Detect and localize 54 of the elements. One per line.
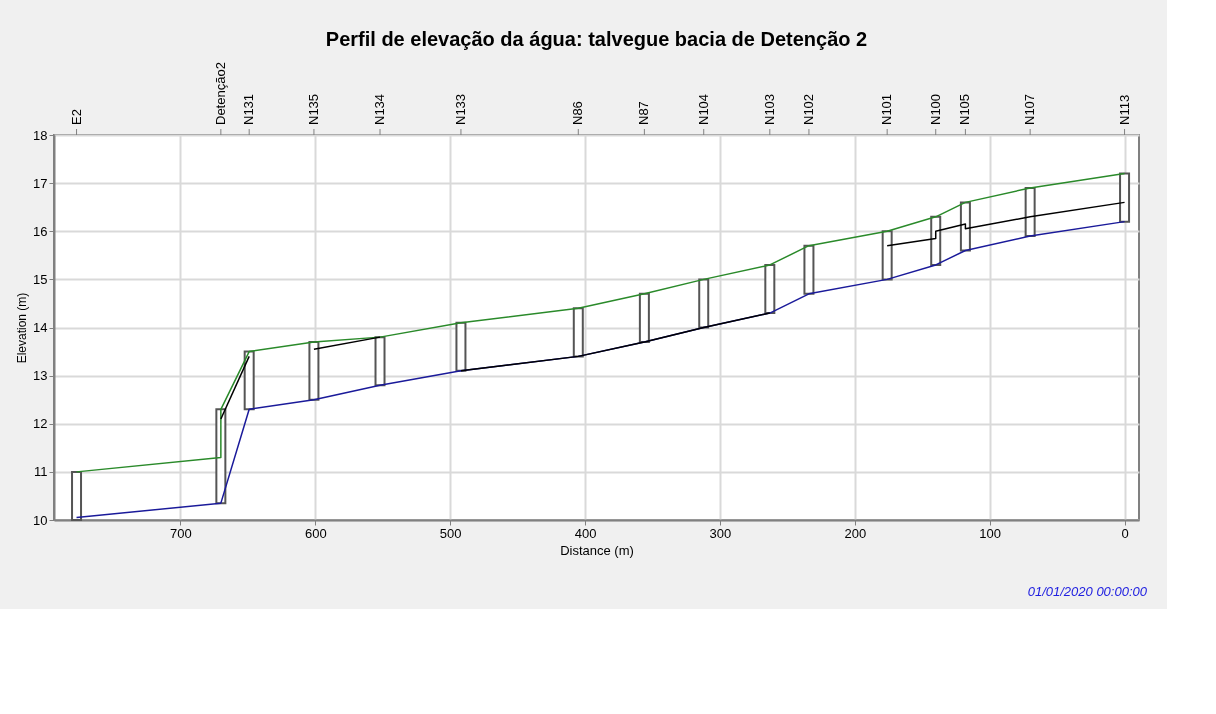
bar [881, 230, 893, 281]
x-tick-label: 400 [574, 525, 597, 541]
annotation: N104 [695, 93, 711, 125]
bar [308, 340, 320, 401]
annotation: N134 [372, 93, 388, 125]
annotation: N100 [927, 93, 943, 125]
annotation: N101 [879, 93, 895, 125]
text: 01/01/2020 00:00:00 [1027, 584, 1148, 599]
x-tick-label: 500 [439, 525, 462, 541]
line-series [75, 172, 1126, 473]
annotation: N102 [800, 93, 816, 125]
y-tick-label: 10 [33, 512, 48, 528]
y-tick-label: 17 [33, 175, 48, 191]
x-tick-label: 200 [844, 525, 867, 541]
chart-title: Perfil de elevação da água: talvegue bacia de Detenção 2 [325, 28, 868, 51]
bar [455, 321, 467, 372]
bar [374, 336, 386, 387]
annotation: E2 [68, 109, 84, 125]
annotation: N113 [1116, 94, 1132, 125]
x-tick-label: 0 [1121, 525, 1129, 541]
bar [764, 263, 776, 315]
annotation: Detenção2 [212, 62, 228, 125]
annotation: N105 [957, 93, 973, 125]
annotation: N135 [305, 93, 321, 125]
bar [572, 307, 584, 358]
annotation: N133 [452, 93, 468, 125]
annotation: N86 [570, 101, 586, 125]
y-tick-label: 14 [33, 320, 48, 335]
y-tick-label: 15 [33, 271, 48, 287]
line-series [460, 312, 771, 372]
annotation: N103 [761, 93, 777, 125]
annotation: N87 [636, 101, 652, 125]
x-tick-label: 300 [709, 525, 732, 541]
x-axis-title: Distance (m) [560, 542, 634, 558]
x-tick-label: 700 [170, 525, 192, 541]
x-tick-label: 600 [304, 525, 327, 541]
annotation: N107 [1022, 93, 1038, 125]
bar [803, 244, 815, 295]
bar [638, 292, 650, 343]
y-tick-label: 18 [33, 127, 48, 143]
y-tick-label: 12 [33, 416, 48, 432]
y-axis-title: Elevation (m) [15, 292, 30, 364]
bar [1119, 172, 1131, 223]
line-series [886, 201, 1126, 247]
bar [930, 215, 942, 266]
bar [243, 350, 255, 411]
bar [959, 201, 971, 252]
annotation: N131 [241, 93, 257, 125]
y-tick-label: 11 [34, 464, 48, 480]
y-tick-label: 13 [33, 368, 48, 384]
bar [1024, 186, 1036, 238]
y-tick-label: 16 [33, 223, 48, 239]
bar [698, 278, 710, 329]
x-tick-label: 100 [979, 525, 1002, 541]
